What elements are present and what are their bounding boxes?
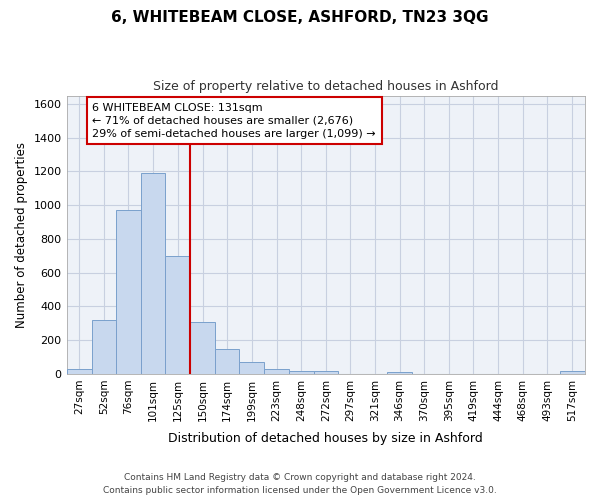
Text: Contains HM Land Registry data © Crown copyright and database right 2024.
Contai: Contains HM Land Registry data © Crown c… [103, 474, 497, 495]
Bar [239, 362, 265, 374]
Title: Size of property relative to detached houses in Ashford: Size of property relative to detached ho… [153, 80, 499, 93]
Text: 6 WHITEBEAM CLOSE: 131sqm
← 71% of detached houses are smaller (2,676)
29% of se: 6 WHITEBEAM CLOSE: 131sqm ← 71% of detac… [92, 102, 376, 139]
X-axis label: Distribution of detached houses by size in Ashford: Distribution of detached houses by size … [169, 432, 483, 445]
Text: 6, WHITEBEAM CLOSE, ASHFORD, TN23 3QG: 6, WHITEBEAM CLOSE, ASHFORD, TN23 3QG [111, 10, 489, 25]
Bar [141, 173, 165, 374]
Bar [387, 372, 412, 374]
Bar [190, 322, 215, 374]
Bar [165, 256, 190, 374]
Bar [215, 348, 239, 374]
Bar [314, 370, 338, 374]
Y-axis label: Number of detached properties: Number of detached properties [15, 142, 28, 328]
Bar [116, 210, 141, 374]
Bar [92, 320, 116, 374]
Bar [560, 372, 585, 374]
Bar [67, 369, 92, 374]
Bar [265, 369, 289, 374]
Bar [289, 370, 314, 374]
